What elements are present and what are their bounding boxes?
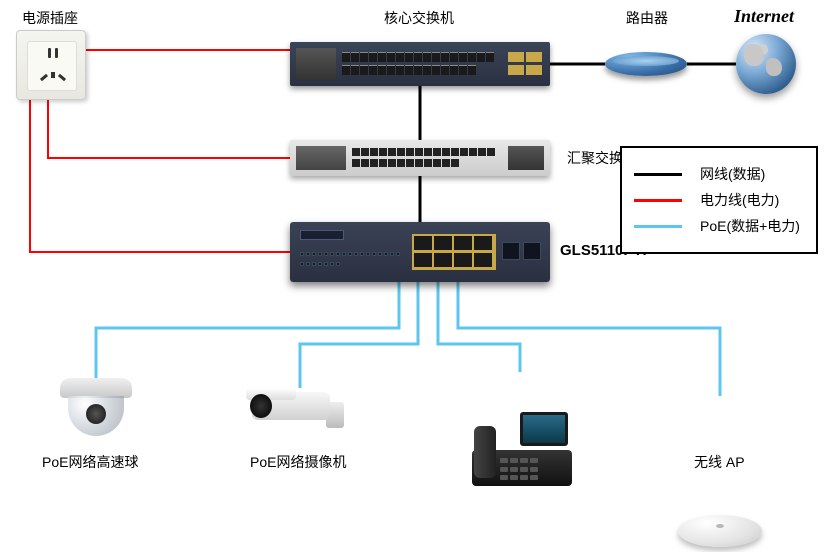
power-socket-icon (16, 30, 86, 100)
legend-item: 网线(数据) (634, 164, 800, 184)
legend-swatch (634, 199, 682, 202)
socket-label: 电源插座 (22, 8, 78, 28)
aggregation-switch-icon (290, 140, 550, 176)
agg-switch-ports (352, 148, 502, 168)
dome-camera-icon (60, 378, 132, 438)
poe-ports (412, 234, 496, 270)
dome-label: PoE网络高速球 (42, 452, 138, 472)
phone-keys (500, 458, 544, 482)
legend-item: PoE(数据+电力) (634, 216, 800, 236)
legend-swatch (634, 225, 682, 228)
core-switch-ports (342, 52, 502, 76)
legend-text: 网线(数据) (700, 164, 765, 184)
internet-label: Internet (734, 6, 794, 27)
router-label: 路由器 (626, 8, 668, 28)
wireless-ap-icon (678, 510, 762, 552)
legend-text: 电力线(电力) (700, 190, 779, 210)
poe-switch-icon (290, 222, 550, 282)
router-icon (605, 48, 687, 80)
core-switch-icon (290, 42, 550, 86)
bullet-label: PoE网络摄像机 (250, 452, 346, 472)
legend-box: 网线(数据) 电力线(电力) PoE(数据+电力) (620, 146, 818, 254)
core-switch-label: 核心交换机 (384, 8, 454, 28)
ip-phone-icon (472, 412, 572, 486)
legend-item: 电力线(电力) (634, 190, 800, 210)
internet-globe-icon (736, 34, 796, 94)
legend-text: PoE(数据+电力) (700, 216, 800, 236)
legend-swatch (634, 173, 682, 176)
bullet-camera-icon (252, 388, 352, 432)
ap-label: 无线 AP (694, 452, 745, 472)
poe-leds (300, 252, 400, 270)
